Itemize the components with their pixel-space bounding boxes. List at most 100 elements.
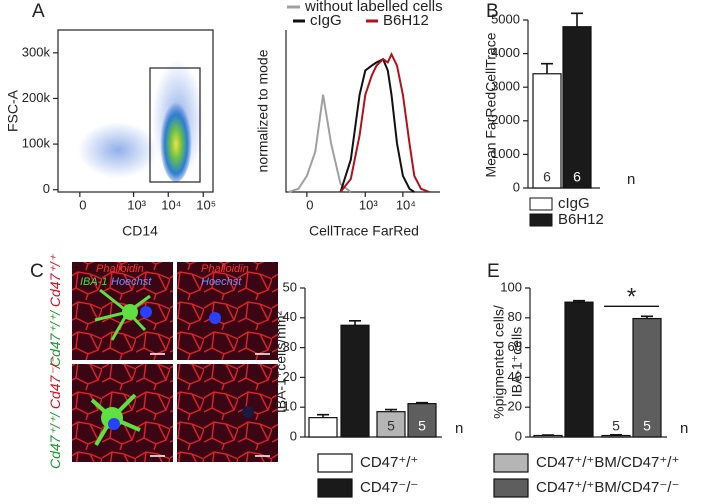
stain-label: IBA-1 [80,276,108,288]
x-tick-label: 10⁴ [161,197,181,212]
bar [376,411,406,438]
bar [564,301,594,438]
n-label: 6 [573,169,581,185]
y-tick-label: 30 [283,339,297,354]
error-bar [416,401,428,404]
error-bar [385,408,397,412]
y-tick-label: 10 [283,399,297,414]
legend-label: cIgG [558,195,590,212]
panel-label: C [30,261,44,282]
nucleus [108,418,120,430]
stain-label: Phalloidin [96,263,144,275]
y-tick-label: 4000 [491,45,520,60]
legend-swatch [317,478,353,498]
genotype-label: Cd47⁺/⁺/ Cd47⁺/⁺ [47,253,63,367]
error-bar [317,413,329,418]
error-bar [571,12,583,27]
series-line [339,51,430,193]
n-label: 5 [387,418,395,434]
x-tick-label: 10⁴ [396,197,416,212]
microscopy: Phalloidin IBA-1 Hoechst Phalloidin Hoec… [47,253,278,469]
y-axis-label: normalized to mode [255,49,271,172]
image [72,364,173,462]
legend-label: CD47⁺/⁺ [360,454,418,471]
y-axis-label: IBA-1⁺cells/mm² [273,311,289,414]
legend-label: CD47⁺/⁺BM/CD47⁻/⁻ [536,479,679,496]
gate [149,67,201,183]
y-tick-label: 40 [283,309,297,324]
x-tick-label: 0 [79,197,86,212]
cloud [78,122,158,178]
x-axis-label: CellTrace FarRed [309,223,419,239]
recipient: Cd47⁻/⁻ [47,355,63,409]
genotype-label: Cd47⁺/⁺/ Cd47⁻/⁻ [47,355,63,469]
y-tick-label: 100 [500,279,522,294]
image [177,262,278,360]
y-tick-label: 300k [22,44,51,59]
bar [407,403,437,438]
y-tick-label: 0 [43,181,50,196]
nucleus [209,312,221,324]
y-tick-label: 0 [290,428,297,443]
error-bar [610,433,622,436]
n-label: 5 [418,418,426,434]
y-axis-label: %pigmented cells/ [491,305,507,419]
y-tick-label: 1000 [491,146,520,161]
legend-label: CD47⁻/⁻ [360,479,418,496]
bar [601,434,631,438]
panel-label: B [486,1,499,22]
legend-label: B6H12 [383,12,429,29]
significance-label: * [627,284,636,311]
recipient: Cd47⁺/⁺ [47,253,63,307]
panel-label: E [487,261,500,282]
y-tick-label: 20 [283,369,297,384]
legend-label: cIgG [310,12,342,29]
bar [308,417,338,438]
y-axis-label: IBA-1⁺cells [509,327,525,397]
stain-label: Hoechst [201,276,242,288]
y-tick-label: 3000 [491,79,520,94]
y-tick-label: 200k [22,90,51,105]
y-tick-label: 0 [515,428,522,443]
y-tick-label: 2000 [491,112,520,127]
legend-label: CD47⁺/⁺BM/CD47⁺/⁺ [536,454,679,471]
y-axis-label: FSC-A [5,89,21,132]
x-tick-label: 10⁵ [196,197,216,212]
stain-label: Hoechst [111,276,152,288]
microglia [94,288,151,341]
legend-swatch [529,197,553,211]
significance-label: * [572,0,581,10]
x-tick-label: 10³ [127,197,146,212]
x-tick-label: 10³ [359,197,378,212]
n-caption: n [680,420,688,437]
x-tick-label: 0 [306,197,313,212]
panel-label: A [32,1,45,22]
image [177,364,278,462]
legend-swatch [493,478,529,498]
n-caption: n [455,420,463,437]
nucleus [140,306,152,318]
legend-swatch [317,453,353,473]
nucleus [242,406,254,418]
error-bar [541,62,553,74]
donor: Cd47⁺/⁺/ [47,411,63,469]
legend-label: B6H12 [558,211,604,228]
error-bar [573,299,585,303]
legend-swatch [529,213,553,227]
y-tick-label: 0 [513,179,520,194]
legend-label: without labelled cells [304,0,443,15]
y-tick-label: 100k [22,136,51,151]
stain-label: Phalloidin [201,263,249,275]
n-caption: n [627,171,635,188]
microglia [90,393,141,447]
density [160,98,192,182]
donor: Cd47⁺/⁺/ [47,309,63,367]
y-tick-label: 80 [508,309,522,324]
microglia [122,304,138,320]
y-tick-label: 50 [283,279,297,294]
series-line [288,94,352,193]
scale-bars [150,353,270,457]
x-axis-label: CD14 [122,223,158,239]
y-tick-label: 40 [508,369,522,384]
n-label: 5 [612,418,620,434]
